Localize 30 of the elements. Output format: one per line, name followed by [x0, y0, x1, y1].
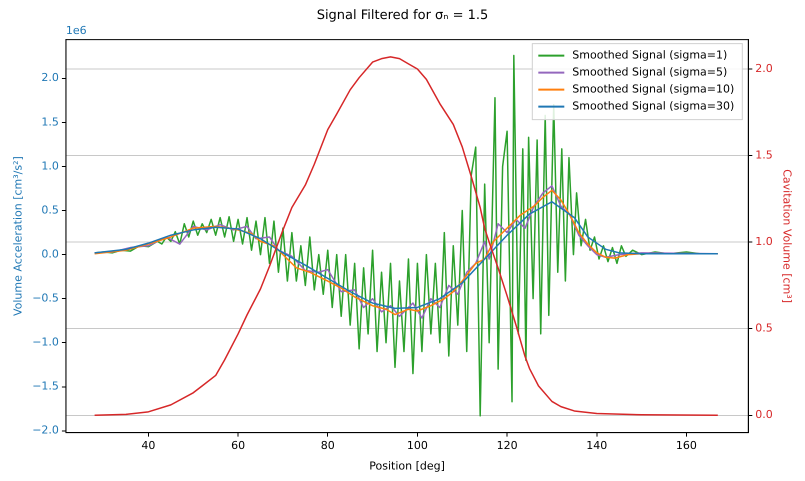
legend-label: Smoothed Signal (sigma=10)	[572, 82, 734, 96]
y-tick-label: 0.0	[41, 247, 59, 260]
x-tick-label: 100	[406, 439, 428, 452]
y2-tick-label: 2.0	[755, 62, 773, 75]
y2-tick-label: 1.5	[755, 148, 773, 162]
x-axis-title: Position [deg]	[369, 459, 445, 472]
text: 1e6	[66, 24, 87, 37]
y-tick-label: −1.5	[32, 380, 59, 393]
x-tick-label: 80	[320, 439, 335, 452]
y-tick-label: 0.5	[41, 203, 59, 216]
y2-tick-label: 1.0	[755, 235, 773, 248]
x-tick-label: 140	[586, 439, 608, 452]
y2-tick-label: 0.5	[755, 322, 773, 335]
y-tick-label: 2.0	[41, 71, 59, 84]
y-tick-label: −0.5	[32, 292, 59, 305]
x-tick-label: 120	[496, 439, 518, 452]
legend-label: Smoothed Signal (sigma=30)	[572, 99, 734, 112]
x-tick-label: 60	[231, 439, 246, 452]
y-tick-label: 1.5	[41, 115, 59, 128]
legend-label: Smoothed Signal (sigma=5)	[572, 65, 728, 78]
y-tick-label: 1.0	[41, 159, 59, 172]
x-tick-label: 160	[676, 439, 697, 452]
y-tick-label: −2.0	[32, 424, 59, 437]
y-tick-label: −1.0	[32, 336, 59, 349]
y2-tick-label: 0.0	[755, 408, 773, 422]
y-axis-title: Volume Acceleration [cm³/s²]	[11, 156, 24, 316]
x-tick-label: 40	[141, 439, 156, 452]
legend-label: Smoothed Signal (sigma=1)	[572, 48, 728, 62]
chart-title: Signal Filtered for σₙ = 1.5	[316, 8, 488, 24]
y2-axis-title: Cavitation Volume [cm³]	[780, 169, 794, 303]
